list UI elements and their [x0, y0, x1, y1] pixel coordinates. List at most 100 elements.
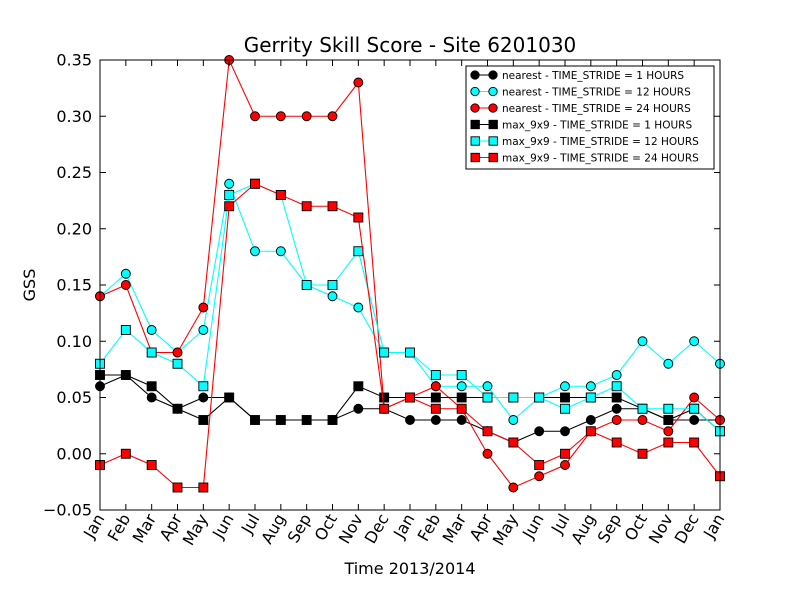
legend-label: nearest - TIME_STRIDE = 24 HOURS [502, 103, 691, 115]
data-point [689, 336, 700, 347]
legend-box [465, 65, 715, 170]
data-point [585, 426, 596, 437]
y-tick-label: 0.05 [56, 388, 92, 407]
data-point [353, 381, 364, 392]
legend-marker [470, 152, 480, 163]
data-point [353, 246, 364, 257]
data-point [353, 77, 364, 88]
data-point [198, 392, 209, 403]
x-tick-label: Dec [671, 511, 703, 547]
data-point [198, 381, 209, 392]
data-point [120, 325, 131, 335]
x-tick-label: Feb [414, 511, 445, 545]
data-point [405, 415, 415, 425]
data-point [379, 347, 390, 358]
data-point [146, 460, 157, 470]
data-point [611, 392, 622, 403]
data-point [456, 403, 467, 414]
data-point [663, 403, 674, 414]
data-point [405, 347, 415, 358]
data-point [146, 392, 157, 403]
data-point [120, 370, 131, 380]
data-point [637, 415, 648, 425]
legend-entry: nearest - TIME_STRIDE = 1 HOURS [470, 70, 684, 82]
data-point [327, 291, 338, 302]
series-5 [95, 178, 725, 493]
y-tick-label: 0.25 [56, 163, 92, 182]
x-tick-label: Jan [389, 511, 418, 543]
data-point [353, 212, 364, 223]
data-point [560, 426, 570, 437]
y-tick-label: 0.15 [56, 276, 92, 295]
data-point [172, 358, 183, 369]
data-point [611, 437, 622, 448]
data-point [198, 482, 209, 493]
data-point [456, 415, 467, 425]
data-point [224, 201, 235, 212]
data-point [560, 460, 570, 470]
data-point [585, 392, 596, 403]
legend-marker [470, 119, 480, 130]
chart-title: Gerrity Skill Score - Site 6201030 [244, 33, 577, 57]
x-tick-label: May [489, 511, 522, 549]
data-point [120, 448, 131, 459]
legend-marker [488, 103, 498, 113]
legend-entry: max_9x9 - TIME_STRIDE = 1 HOURS [470, 119, 692, 131]
x-tick-label: Mar [129, 510, 161, 546]
data-point [456, 392, 467, 403]
data-point [198, 302, 209, 313]
data-point [301, 201, 312, 212]
data-point [637, 403, 648, 414]
data-point [585, 415, 596, 425]
data-point [275, 415, 286, 425]
data-point [198, 325, 209, 335]
legend-marker [470, 86, 480, 97]
data-point [482, 392, 493, 403]
data-point [508, 415, 519, 425]
data-point [560, 448, 570, 459]
x-tick-label: Jun [208, 511, 237, 543]
data-point [663, 437, 674, 448]
legend-marker [470, 70, 480, 80]
x-tick-label: Aug [567, 511, 599, 548]
data-point [534, 392, 545, 403]
legend-entry: nearest - TIME_STRIDE = 12 HOURS [470, 86, 691, 98]
data-point [146, 347, 157, 358]
x-tick-label: Jun [518, 511, 547, 543]
data-point [689, 392, 700, 403]
data-point [430, 415, 441, 425]
y-tick-label: −0.05 [43, 501, 92, 520]
x-tick-label: Nov [335, 511, 367, 548]
y-tick-label: 0.10 [56, 332, 92, 351]
data-point [198, 415, 209, 425]
data-point [172, 347, 183, 358]
data-point [250, 246, 260, 257]
data-point [430, 381, 441, 392]
data-point [327, 415, 338, 425]
data-point [689, 415, 700, 425]
data-point [560, 392, 570, 403]
legend-marker [470, 103, 480, 113]
data-point [663, 426, 674, 437]
data-point [224, 178, 235, 189]
data-point [172, 403, 183, 414]
data-point [663, 358, 674, 369]
x-tick-label: Jan [699, 511, 728, 543]
data-point [456, 370, 467, 380]
data-point [250, 178, 260, 189]
data-point [689, 403, 700, 414]
data-point [120, 268, 131, 279]
legend-entry: max_9x9 - TIME_STRIDE = 12 HOURS [470, 136, 699, 148]
data-point [508, 437, 519, 448]
data-point [327, 111, 338, 122]
data-point [534, 471, 545, 482]
legend: nearest - TIME_STRIDE = 1 HOURS nearest -… [465, 65, 715, 170]
x-tick-label: Sep [594, 511, 626, 547]
legend-label: nearest - TIME_STRIDE = 12 HOURS [502, 86, 691, 98]
y-tick-label: 0.35 [56, 51, 92, 70]
data-point [508, 392, 519, 403]
x-tick-label: Dec [361, 511, 393, 547]
data-point [611, 403, 622, 414]
data-point [353, 302, 364, 313]
